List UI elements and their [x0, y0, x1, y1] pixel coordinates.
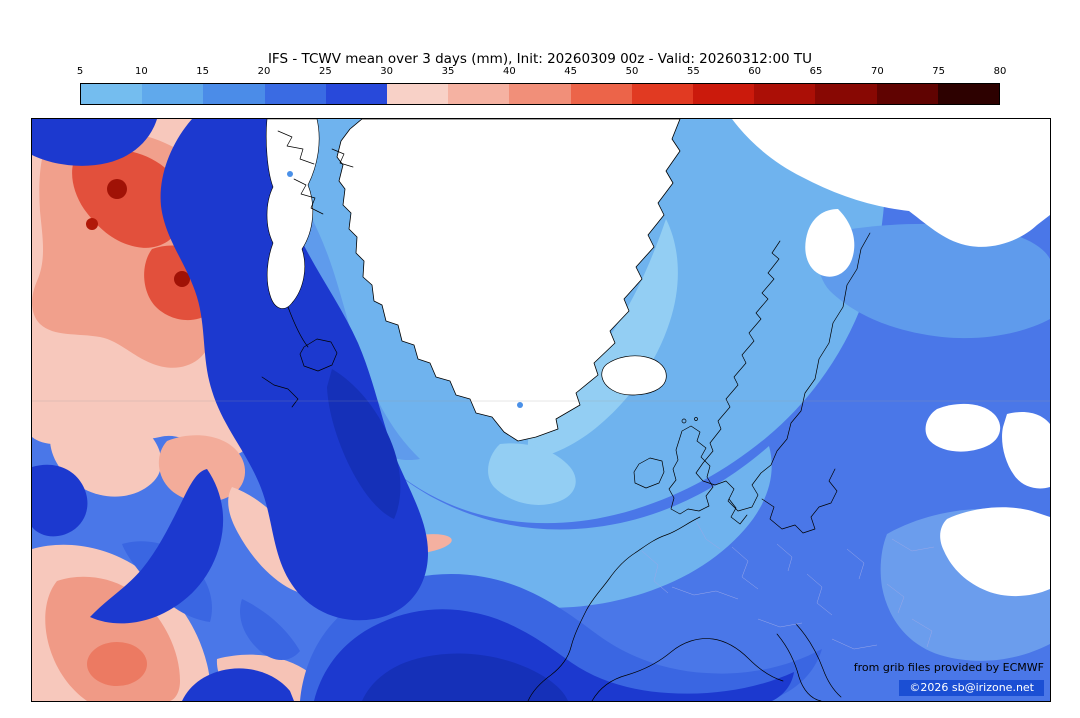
colorbar-tick-label: 45: [564, 66, 578, 77]
colorbar-segment: [815, 84, 877, 104]
colorbar-segment: [81, 84, 143, 104]
coastlines: [261, 130, 871, 701]
colorbar-ticks: 5 10 15 20 25 30 35 40 45 50 55 60 65 70 75 80: [76, 66, 1007, 83]
credit-ecmwf: from grib files provided by ECMWF: [853, 661, 1044, 674]
colorbar-segment: [509, 84, 571, 104]
credit-irizone: ©2026 sb@irizone.net: [899, 680, 1044, 696]
colorbar-tick-label: 70: [870, 66, 884, 77]
moist-navy-bands: [32, 119, 794, 701]
colorbar-segment: [142, 84, 204, 104]
chart-title: IFS - TCWV mean over 3 days (mm), Init: …: [267, 51, 813, 67]
colorbar-tick-label: 75: [932, 66, 946, 77]
colorbar-segment: [631, 84, 694, 104]
colorbar-tick-label: 20: [257, 66, 271, 77]
colorbar-segment: [387, 84, 449, 104]
colorbar-tick-label: 5: [76, 66, 84, 77]
colorbar-tick-label: 25: [318, 66, 332, 77]
colorbar-segment: [570, 84, 632, 104]
country-borders: [641, 520, 935, 650]
iceland-island: [601, 355, 667, 396]
greenland-landmass: [287, 119, 681, 442]
colorbar-segment: [693, 84, 755, 104]
colorbar-tick-label: 35: [441, 66, 455, 77]
colorbar-segment: [754, 84, 816, 104]
colorbar-tick-label: 60: [748, 66, 762, 77]
colorbar-segment: [448, 84, 510, 104]
colorbar-segment: [264, 84, 326, 104]
colorbar-segment: [203, 84, 265, 104]
colorbar-tick-label: 65: [809, 66, 823, 77]
colorbar-tick-label: 15: [196, 66, 210, 77]
colorbar-tick-label: 50: [625, 66, 639, 77]
white-dry-regions: [265, 119, 1050, 597]
colorbar-tick-label: 40: [502, 66, 516, 77]
colorbar-segment: [937, 84, 1000, 104]
colorbar: 5 10 15 20 25 30 35 40 45 50 55 60 65 70 75 80: [76, 66, 1007, 105]
colorbar-segment: [325, 84, 388, 104]
colorbar-segment: [876, 84, 938, 104]
weather-map: from grib files provided by ECMWF ©2026 …: [31, 118, 1051, 702]
colorbar-tick-label: 10: [134, 66, 148, 77]
map-credits: from grib files provided by ECMWF ©2026 …: [854, 661, 1044, 696]
colorbar-tick-label: 80: [993, 66, 1007, 77]
colorbar-segments: [80, 83, 1000, 105]
colorbar-tick-label: 30: [380, 66, 394, 77]
weather-map-svg: [32, 119, 1050, 701]
colorbar-tick-label: 55: [686, 66, 700, 77]
